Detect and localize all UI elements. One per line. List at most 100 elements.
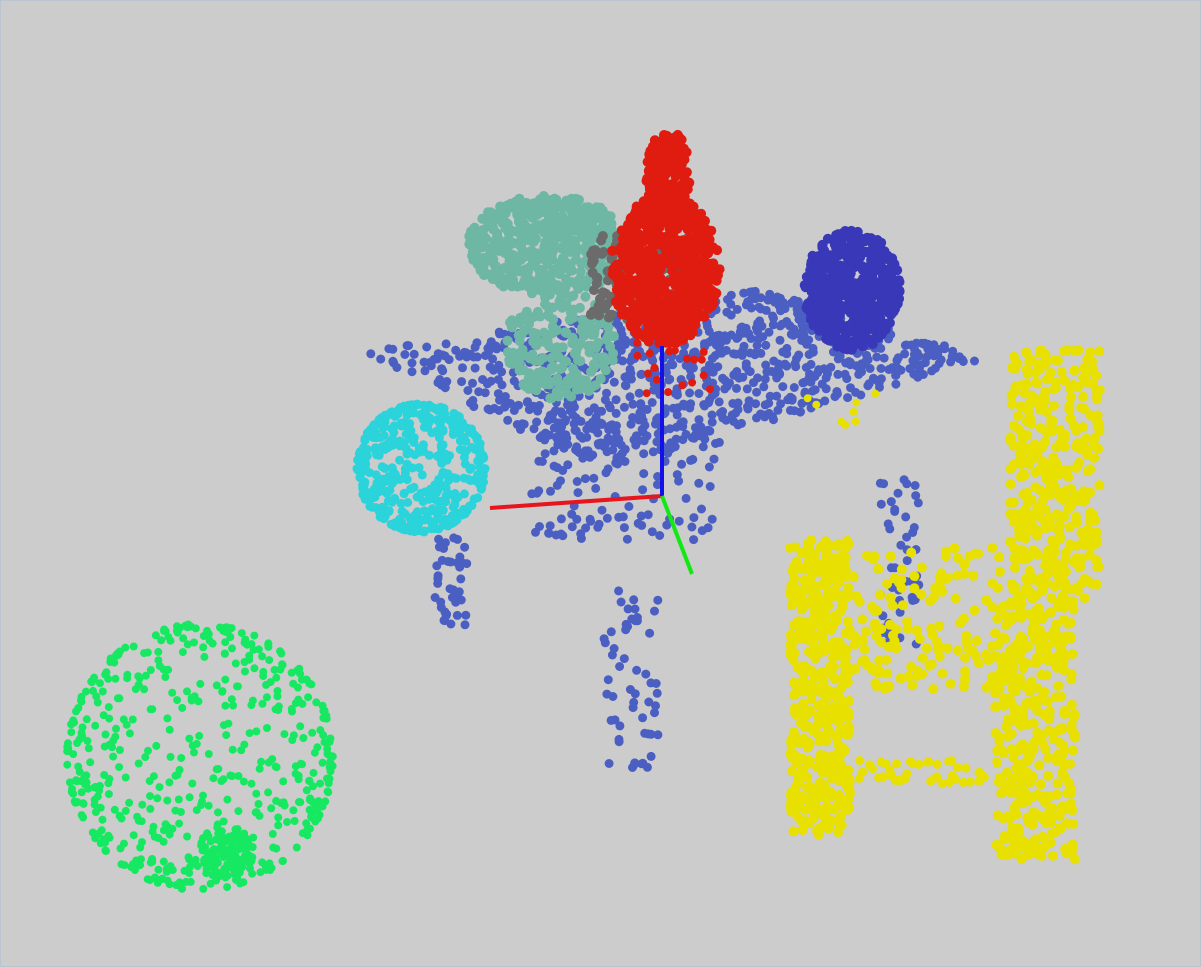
table-point — [639, 469, 649, 479]
object-point — [821, 289, 832, 300]
table-point — [872, 352, 882, 362]
table-point — [449, 533, 459, 543]
sphere-point — [229, 701, 238, 710]
object-point — [631, 275, 642, 286]
table-point — [923, 344, 933, 354]
table-point — [527, 489, 537, 499]
table-point — [821, 373, 831, 383]
object-point — [635, 205, 646, 216]
table-point — [457, 377, 467, 387]
table-point — [616, 331, 626, 341]
sphere-point — [252, 727, 261, 736]
table-point — [697, 526, 707, 536]
chair-point — [825, 727, 835, 738]
object-point — [684, 199, 695, 210]
table-point — [769, 313, 778, 323]
object-point — [598, 247, 609, 257]
ball-point — [424, 494, 434, 504]
object-point — [829, 300, 840, 310]
table-point — [571, 426, 581, 436]
plant-point — [539, 327, 549, 338]
table-point — [738, 372, 748, 382]
object-point — [888, 257, 899, 268]
plant-point — [585, 324, 596, 335]
object-point — [629, 258, 640, 269]
plant-point — [548, 361, 559, 372]
table-point — [808, 347, 818, 357]
plant-point — [545, 215, 556, 226]
chair-point — [1040, 386, 1051, 397]
object-point — [602, 298, 613, 309]
sphere-point — [258, 699, 267, 708]
table-point — [580, 474, 590, 484]
object-point — [627, 249, 638, 260]
ball-point — [412, 399, 422, 409]
plant-point — [492, 231, 503, 241]
ball-point — [382, 410, 391, 420]
chair-point — [820, 703, 831, 714]
sphere-point — [65, 778, 74, 787]
plant-point — [514, 196, 525, 207]
sphere-point — [195, 731, 204, 740]
plant-point — [570, 193, 581, 204]
table-point — [572, 477, 582, 486]
table-point — [594, 519, 604, 529]
table-point — [761, 360, 771, 370]
sphere-point — [258, 652, 267, 661]
table-point — [775, 321, 785, 331]
chair-point — [819, 638, 830, 649]
sphere-point — [228, 772, 237, 781]
object-point — [655, 148, 666, 159]
table-point — [718, 407, 728, 416]
table-point — [787, 298, 796, 308]
sphere-point — [143, 875, 152, 884]
sphere-point — [239, 878, 248, 887]
sphere-point — [227, 695, 236, 704]
sphere-point — [204, 832, 213, 841]
plant-point — [508, 347, 519, 358]
table-point — [560, 417, 570, 427]
sphere-point — [252, 789, 261, 798]
chair-point — [797, 825, 808, 835]
sphere-point — [213, 869, 222, 878]
chair-point — [840, 672, 851, 683]
table-point — [625, 685, 635, 694]
sphere-point — [178, 703, 187, 712]
sphere-point — [77, 788, 86, 797]
sphere-point — [155, 783, 164, 792]
sphere-point — [89, 675, 98, 684]
table-point — [672, 410, 682, 420]
table-point — [739, 288, 749, 298]
table-point — [458, 363, 467, 373]
sphere-point — [110, 805, 119, 814]
plant-point — [548, 223, 559, 233]
table-point — [694, 415, 704, 425]
object-point — [653, 139, 664, 150]
sphere-point — [316, 779, 325, 788]
object-point — [637, 309, 648, 320]
table-point — [628, 763, 637, 772]
sphere-point — [296, 798, 305, 807]
table-point — [551, 530, 561, 540]
plant-point — [571, 384, 582, 395]
object-point — [671, 160, 682, 171]
ball-point — [377, 474, 387, 484]
sphere-point — [299, 734, 308, 742]
sphere-point — [241, 667, 249, 676]
plant-point — [587, 218, 598, 229]
ball-point — [366, 490, 375, 500]
sphere-point — [307, 809, 316, 817]
sphere-point — [134, 680, 143, 689]
plant-point — [539, 374, 550, 385]
plant-point — [583, 386, 594, 397]
chair-point — [837, 549, 848, 560]
sphere-point — [323, 787, 332, 796]
object-point — [862, 302, 873, 313]
chair-point — [1022, 487, 1033, 498]
ball-point — [433, 496, 442, 506]
sphere-point — [273, 692, 282, 701]
object-point — [681, 167, 692, 178]
object-point — [805, 265, 816, 276]
ball-point — [441, 490, 451, 500]
ball-point — [365, 501, 375, 511]
